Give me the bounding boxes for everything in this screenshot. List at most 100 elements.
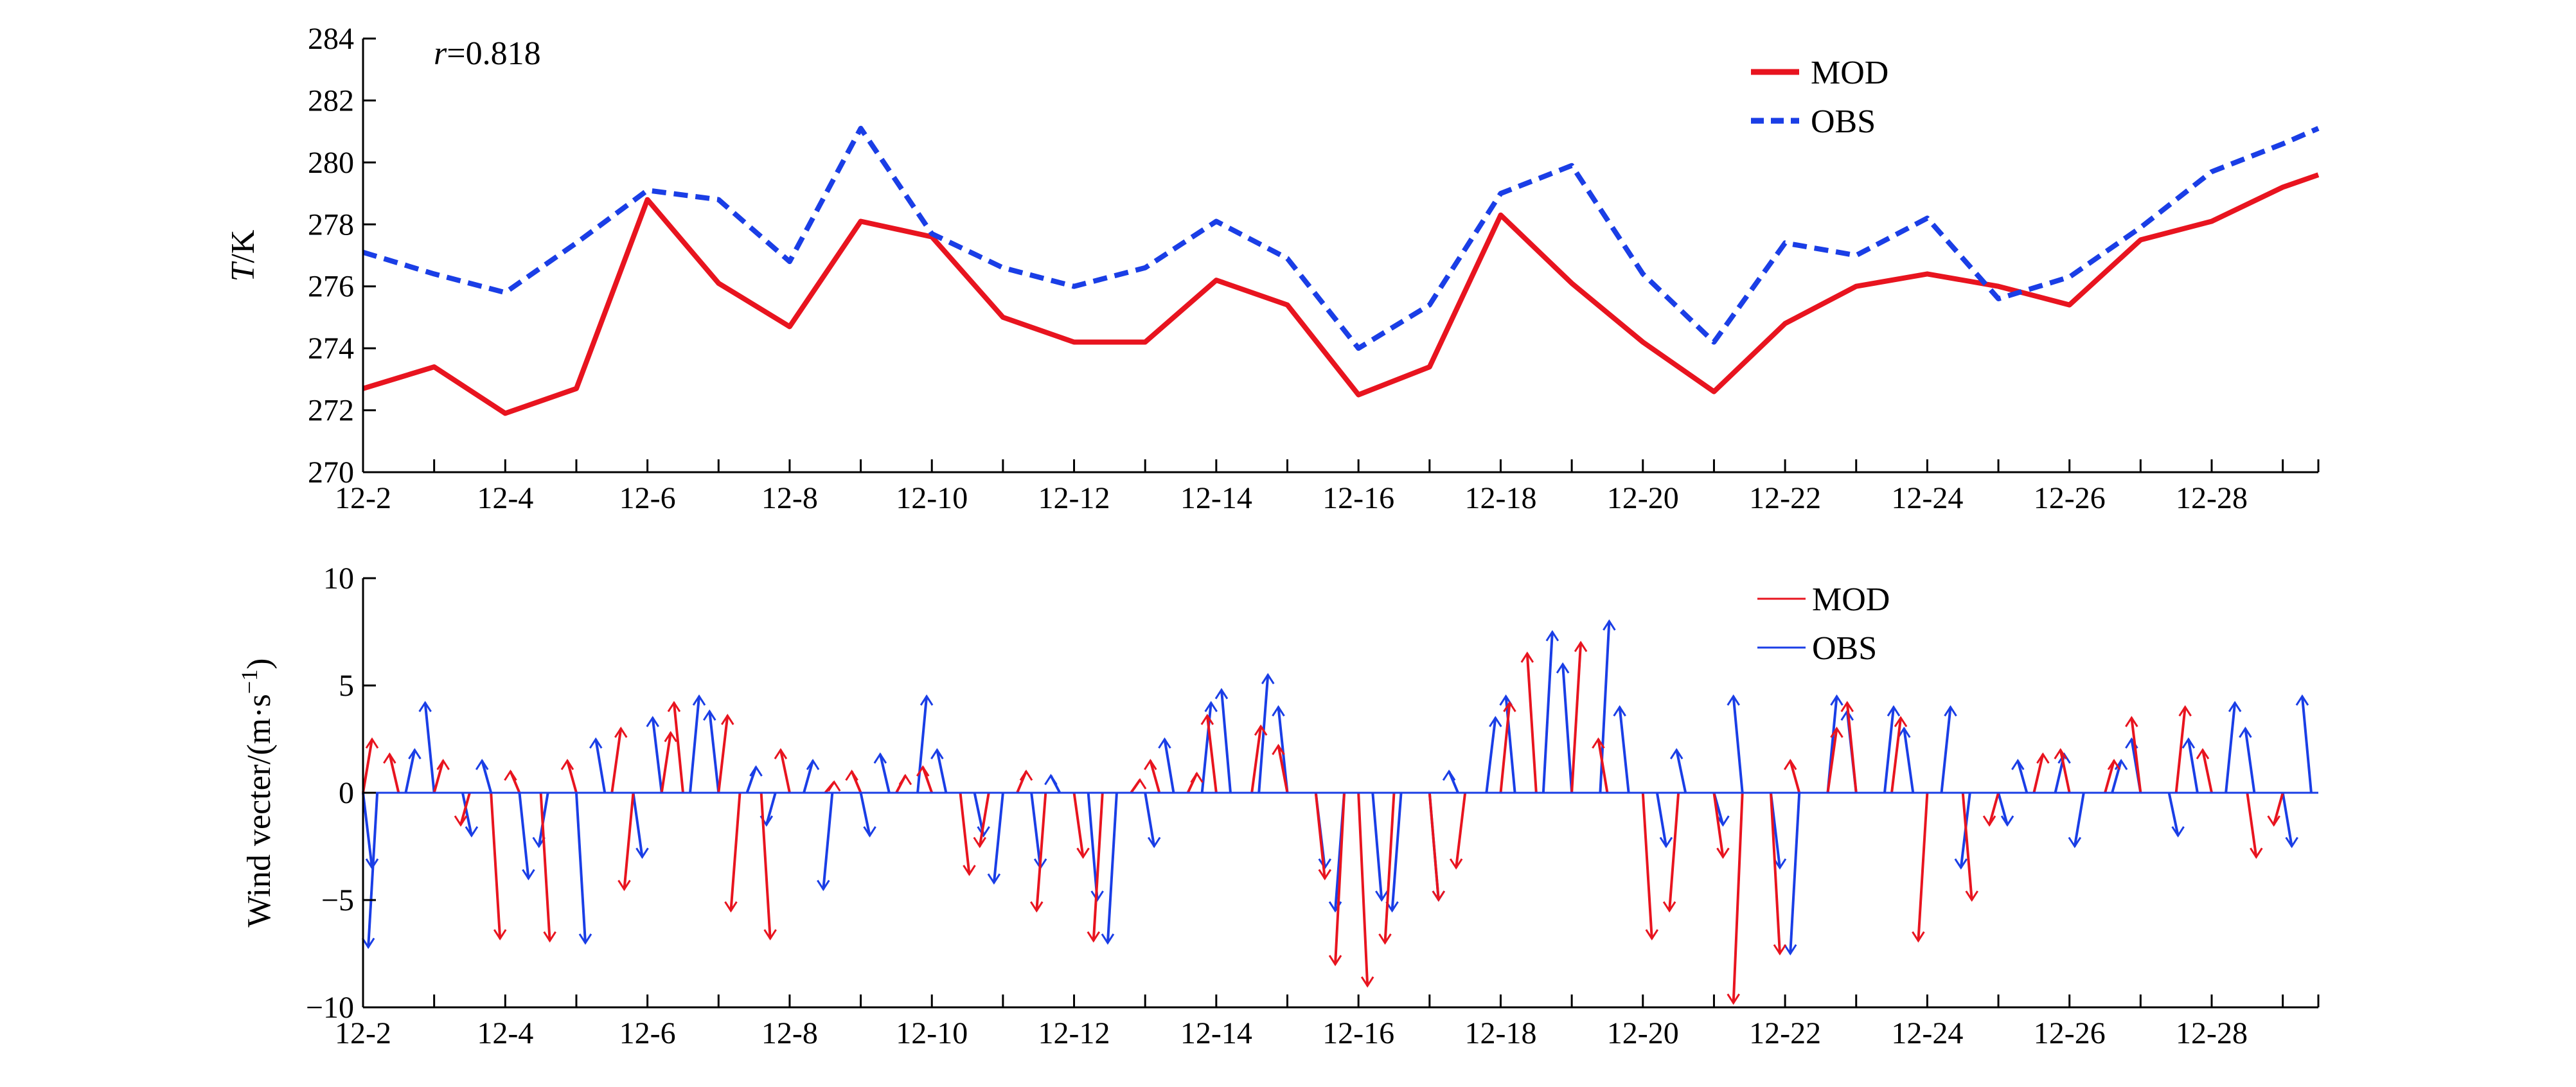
wind-vector-head-obs <box>806 759 820 770</box>
wind-vector-head-obs <box>1897 727 1911 738</box>
wind-vector-head-obs <box>1090 890 1104 902</box>
p1-ytick-label: 284 <box>308 22 354 56</box>
wind-vector-mod <box>1455 792 1467 869</box>
p1-ytick-label: 274 <box>308 331 354 366</box>
wind-vector-head-mod <box>614 727 628 738</box>
wind-vector-head-mod <box>1574 641 1588 653</box>
wind-vector-head-obs <box>1659 836 1673 849</box>
wind-vector-head-mod <box>845 769 858 781</box>
wind-vector-obs <box>689 696 701 793</box>
wind-vector-head-mod <box>1982 815 1996 827</box>
wind-vector-head-obs <box>749 765 763 777</box>
wind-vector-head-obs <box>2295 694 2309 706</box>
wind-vector-head-obs <box>1944 705 1957 717</box>
wind-vector-obs <box>423 702 436 793</box>
wind-panel: −10 −5 0 5 10 12-2 12-4 12-6 12-8 12-10 12-12 12-1… <box>236 561 2320 1050</box>
legend-obs-label: OBS <box>1811 103 1876 140</box>
wind-vector-head-obs <box>2000 815 2014 827</box>
correlation-annotation: r=0.818 <box>434 35 541 72</box>
wind-vector-head-mod <box>1019 769 1033 781</box>
series-obs-line <box>362 125 2320 351</box>
wind-vector-obs <box>1883 707 1895 793</box>
wind-vector-obs <box>1561 664 1574 793</box>
temperature-legend: MOD OBS <box>1751 55 1888 140</box>
wind-vector-obs <box>992 792 1004 883</box>
wind-vector-head-obs <box>1556 662 1570 674</box>
wind-vector-mod <box>1597 739 1609 793</box>
wind-vector-obs <box>1940 707 1952 793</box>
wind-vector-mod <box>1250 726 1263 793</box>
wind-vector-obs <box>1220 689 1232 793</box>
wind-vector-obs <box>708 711 720 793</box>
wind-vector-obs <box>1163 739 1175 793</box>
wind-vector-obs <box>1257 675 1270 793</box>
wind-vector-head-mod <box>1912 931 1925 943</box>
p1-ytick-label: 278 <box>308 208 354 242</box>
wind-vector-mod <box>1072 792 1085 858</box>
wind-vector-head-mod <box>1662 901 1676 913</box>
wind-vector-obs <box>518 792 530 879</box>
wind-vector-obs <box>404 749 416 793</box>
wind-vector-head-obs <box>1545 630 1559 642</box>
wind-vector-head-obs <box>1669 748 1683 760</box>
wind-vector-head-obs <box>1101 933 1115 945</box>
wind-vector-obs <box>2167 792 2180 836</box>
wind-vector-mod <box>2272 792 2284 826</box>
wind-vector-head-mod <box>724 901 738 913</box>
wind-vector-mod <box>2201 749 2213 793</box>
temperature-plot-area <box>362 125 2320 416</box>
wind-vector-head-mod <box>1432 890 1446 902</box>
wind-vector-obs <box>1390 792 1403 911</box>
wind-vector-head-mod <box>1592 737 1605 749</box>
wind-vector-head-obs <box>361 937 375 950</box>
p2-xtick-label: 12-22 <box>1749 1016 1821 1050</box>
wind-vector-mod <box>2174 707 2187 793</box>
wind-vector-head-obs <box>930 748 944 760</box>
wind-vector-obs <box>916 696 928 793</box>
p2-xtick-label: 12-18 <box>1464 1016 1536 1050</box>
wind-vector-head-obs <box>646 716 660 727</box>
wind-vector-head-obs <box>1204 700 1218 712</box>
wind-vector-head-mod <box>1272 743 1285 756</box>
wind-vector-mod <box>566 760 578 793</box>
wind-legend-mod-label: MOD <box>1812 581 1890 618</box>
wind-legend: MOD OBS <box>1757 581 1890 667</box>
p2-xtick-label: 12-8 <box>761 1016 818 1050</box>
p1-ytick-label: 282 <box>308 84 354 118</box>
wind-vector-mod <box>1890 717 1903 793</box>
wind-vector-head-obs <box>1887 705 1901 717</box>
wind-vector-mod <box>1149 760 1161 793</box>
wind-vector-obs <box>2244 728 2256 793</box>
wind-vector-head-mod <box>2036 752 2050 764</box>
wind-vector-head-mod <box>2107 759 2121 770</box>
wind-vector-mod <box>921 766 934 793</box>
wind-vector-mod <box>2104 760 2115 793</box>
p1-xtick-label: 12-22 <box>1749 481 1821 515</box>
wind-vector-head-obs <box>1214 687 1229 700</box>
wind-vector-head-obs <box>2285 836 2298 849</box>
wind-vector-head-mod <box>2196 748 2210 760</box>
wind-vector-mod <box>1383 792 1396 943</box>
p2-xtick-label: 12-10 <box>896 1016 968 1050</box>
wind-vector-obs <box>803 760 814 793</box>
p1-xtick-label: 12-8 <box>761 481 818 515</box>
wind-vector-obs <box>1997 792 2009 826</box>
p1-xtick-label: 12-18 <box>1464 481 1536 515</box>
wind-vector-head-mod <box>721 713 734 725</box>
wind-vector-head-obs <box>2011 759 2025 770</box>
wind-vector-mod <box>729 792 742 911</box>
wind-vector-head-obs <box>987 873 1001 885</box>
p1-xtick-label: 12-6 <box>619 481 676 515</box>
wind-vector-obs <box>765 792 777 826</box>
wind-vector-head-mod <box>1840 700 1854 712</box>
wind-vector-mod <box>490 792 502 939</box>
series-mod-vectors <box>362 641 2284 1005</box>
wind-vector-head-obs <box>1044 773 1058 786</box>
wind-vector-head-mod <box>1503 700 1516 712</box>
wind-vector-head-mod <box>827 780 841 792</box>
wind-y-label: Wind vecter/(m·s−1) <box>236 658 278 928</box>
wind-vector-head-mod <box>2267 815 2280 827</box>
wind-vector-head-mod <box>436 759 450 770</box>
wind-vector-head-obs <box>1489 716 1502 727</box>
